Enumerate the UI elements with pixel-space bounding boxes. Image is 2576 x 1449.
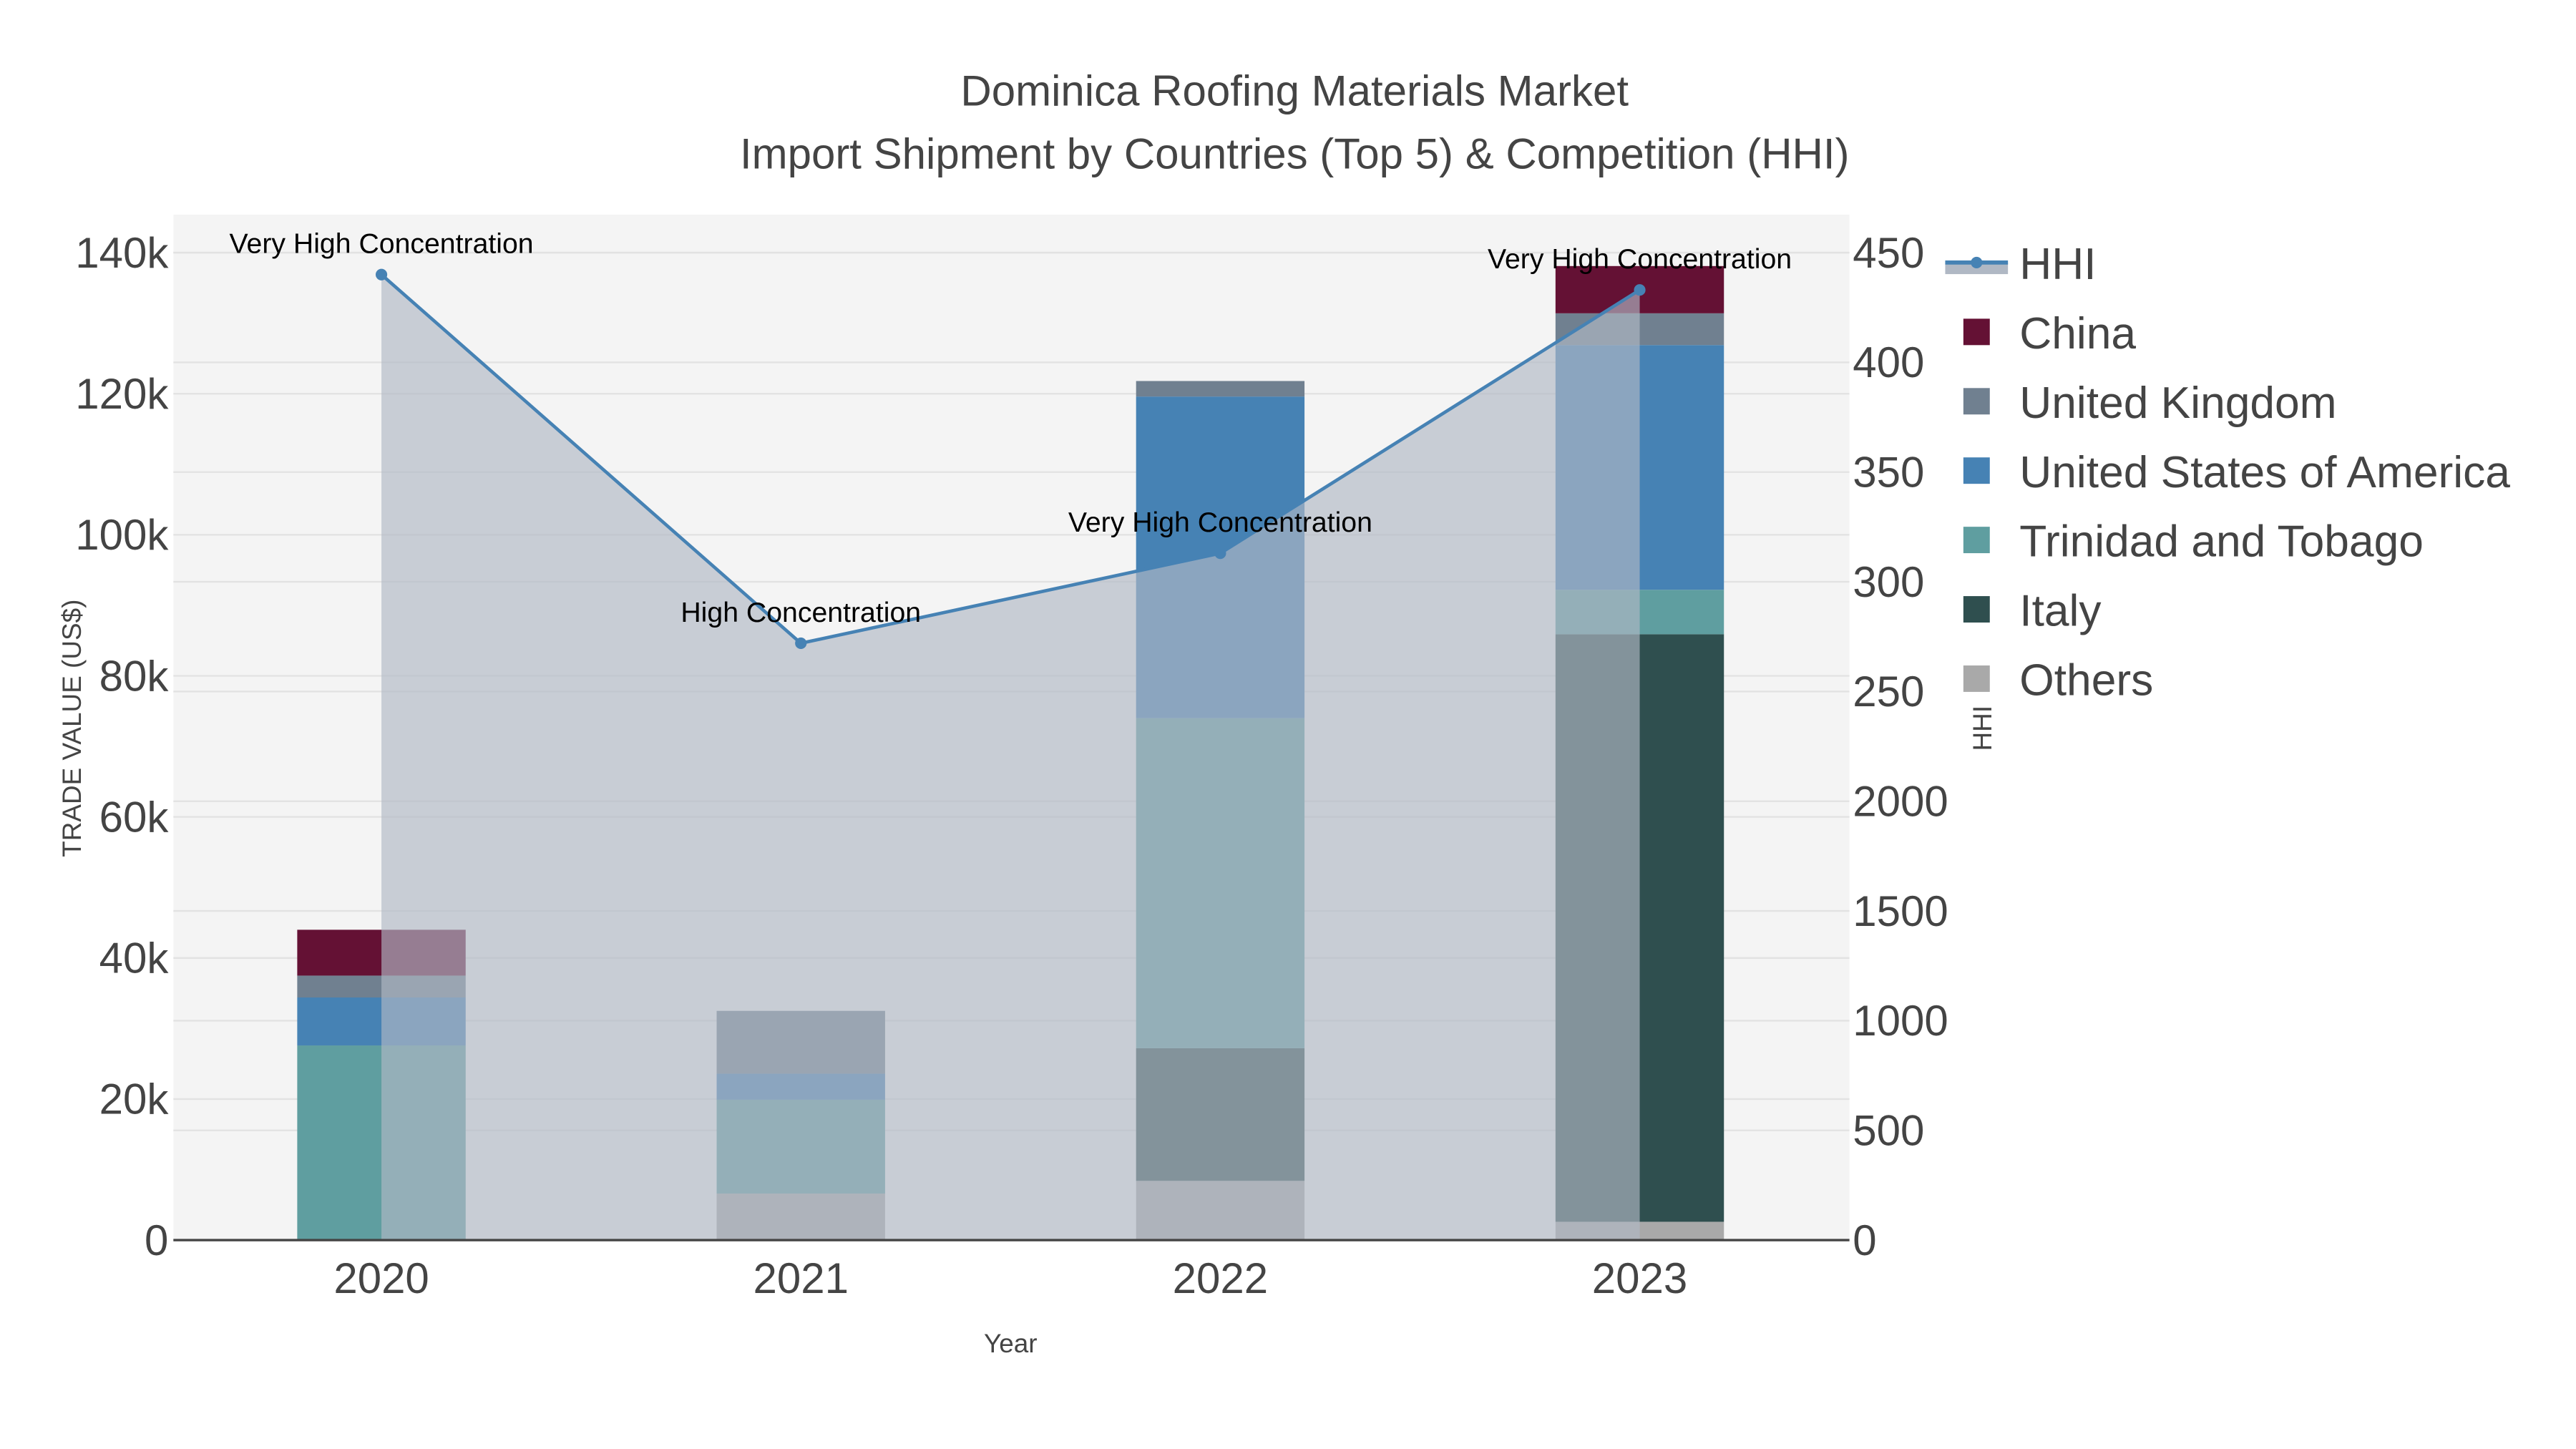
hhi-annotation: High Concentration: [680, 597, 921, 628]
legend-swatch: [1963, 318, 1990, 346]
y2-tick-label: 0: [1853, 1216, 1876, 1264]
legend-label: Others: [2019, 656, 2153, 706]
legend-swatch: [1963, 596, 1990, 623]
y2-axis-label: HHI: [1968, 706, 1997, 751]
y-tick-label: 20k: [99, 1075, 170, 1123]
legend-swatch: [1963, 665, 1990, 692]
hhi-annotation: Very High Concentration: [1488, 243, 1792, 275]
legend: HHI China United Kingdom United States of A…: [1945, 240, 2510, 706]
chart-subtitle: Import Shipment by Countries (Top 5) & C…: [740, 130, 1850, 177]
legend-swatch: [1963, 527, 1990, 554]
hhi-point: [795, 637, 807, 650]
x-axis-label: Year: [984, 1329, 1038, 1358]
y2-tick-label: 450: [1853, 229, 1924, 277]
legend-swatch: [1963, 388, 1990, 415]
x-tick-label: 2022: [1173, 1254, 1268, 1302]
y2-tick-label: 300: [1853, 558, 1924, 606]
hhi-series: Very High Concentration High Concentratio…: [230, 228, 1792, 1241]
y2-tick-label: 2000: [1853, 778, 1948, 826]
x-axis-ticks: 2020 2021 2022 2023: [333, 1254, 1687, 1302]
legend-label: Trinidad and Tobago: [2019, 517, 2424, 567]
y2-tick-label: 400: [1853, 338, 1924, 386]
x-tick-label: 2023: [1592, 1254, 1687, 1302]
y2-tick-label: 1000: [1853, 997, 1948, 1045]
y-tick-label: 140k: [75, 229, 169, 277]
legend-label: United States of America: [2019, 448, 2510, 497]
legend-label: China: [2019, 309, 2136, 358]
hhi-annotation: Very High Concentration: [1068, 507, 1372, 538]
hhi-point: [376, 268, 388, 280]
legend-label: Italy: [2019, 587, 2102, 636]
y-tick-label: 60k: [99, 793, 170, 841]
hhi-annotation: Very High Concentration: [230, 228, 534, 260]
legend-label-hhi: HHI: [2019, 240, 2096, 289]
bar-united-kingdom: [1136, 381, 1305, 397]
x-tick-label: 2021: [753, 1254, 848, 1302]
legend-hhi-marker: [1971, 256, 1983, 268]
y2-tick-label: 250: [1853, 668, 1924, 716]
y2-tick-label: 1500: [1853, 887, 1948, 935]
y2-tick-label: 350: [1853, 449, 1924, 497]
legend-swatch: [1963, 457, 1990, 484]
y2-axis-ticks: 0 500 1000 1500 2000 250 300 350 400 450: [1853, 229, 1948, 1264]
y-tick-label: 40k: [99, 935, 170, 982]
y-axis-ticks: 0 20k 40k 60k 80k 100k 120k 140k: [75, 229, 169, 1264]
legend-label: United Kingdom: [2019, 379, 2336, 428]
y2-tick-label: 500: [1853, 1107, 1924, 1155]
hhi-point: [1634, 284, 1646, 296]
x-tick-label: 2020: [333, 1254, 429, 1302]
y-tick-label: 120k: [75, 370, 169, 418]
y-tick-label: 80k: [99, 652, 170, 700]
hhi-area: [381, 274, 1640, 1241]
y-axis-label: TRADE VALUE (US$): [57, 600, 87, 857]
hhi-line: [380, 273, 1641, 645]
chart-title: Dominica Roofing Materials Market: [960, 67, 1629, 115]
y-tick-label: 0: [145, 1216, 168, 1264]
y-tick-label: 100k: [75, 511, 169, 559]
hhi-point: [1214, 547, 1226, 560]
